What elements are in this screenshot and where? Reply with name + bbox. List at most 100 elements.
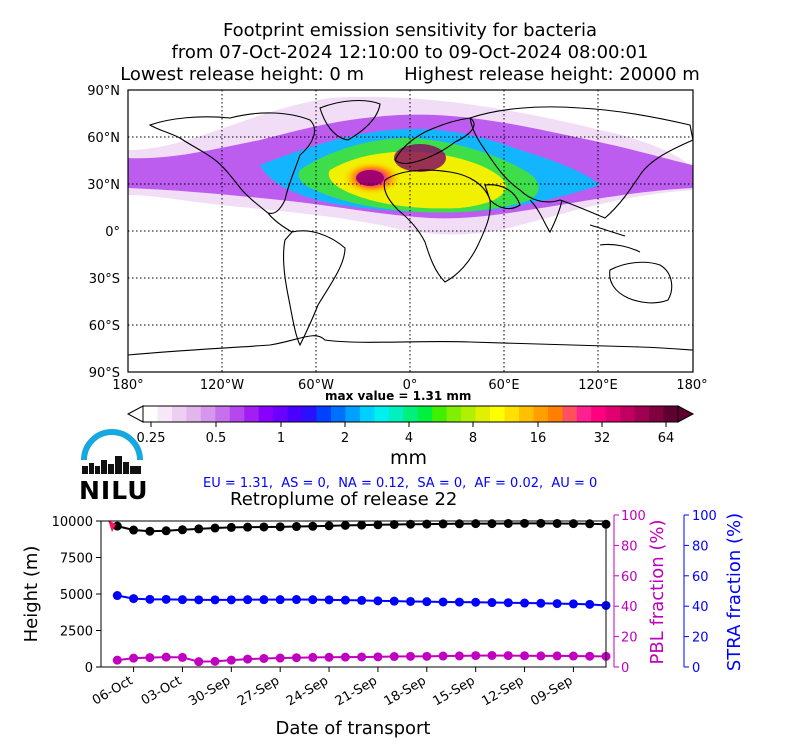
series-point bbox=[454, 519, 464, 529]
series-point bbox=[389, 520, 399, 530]
height-axis: 0 2500 5000 7500 10000 bbox=[52, 515, 101, 676]
chart-title: Retroplume of release 22 bbox=[230, 489, 458, 510]
series-point bbox=[373, 520, 383, 530]
series-point bbox=[308, 652, 318, 662]
series-point bbox=[520, 518, 530, 528]
lon-label: 180° bbox=[112, 378, 143, 393]
series-point bbox=[552, 651, 562, 661]
series-point bbox=[275, 522, 285, 532]
colorbar-cell bbox=[547, 406, 563, 422]
x-tick-label: 18-Sep bbox=[382, 673, 429, 709]
colorbar-cell bbox=[359, 406, 375, 422]
stra-axis: 0 20 40 60 80 100 bbox=[684, 509, 717, 676]
series-point bbox=[487, 519, 497, 529]
lon-label: 60°E bbox=[488, 378, 519, 393]
colorbar-tick-label: 4 bbox=[405, 431, 413, 446]
series-point bbox=[324, 595, 334, 605]
series-point bbox=[161, 594, 171, 604]
series-point bbox=[357, 652, 367, 662]
series-point bbox=[454, 597, 464, 607]
series-point bbox=[177, 595, 187, 605]
series-point bbox=[536, 651, 546, 661]
lon-label: 120°W bbox=[200, 378, 244, 393]
series-point bbox=[422, 519, 432, 529]
colorbar-cell bbox=[461, 406, 477, 422]
series-point bbox=[357, 595, 367, 605]
x-tick-label: 15-Sep bbox=[431, 673, 478, 709]
colorbar-cell bbox=[273, 406, 289, 422]
y-tick-label: 2500 bbox=[60, 625, 93, 640]
series-point bbox=[438, 519, 448, 529]
pbl-tick-label: 100 bbox=[621, 509, 646, 524]
colorbar-cell bbox=[490, 406, 505, 422]
series-point bbox=[291, 653, 301, 663]
map-grid bbox=[128, 90, 693, 372]
colorbar-tick-label: 0.5 bbox=[206, 431, 227, 446]
footprint-plume bbox=[128, 96, 693, 235]
lat-label: 30°N bbox=[87, 178, 120, 193]
series-point bbox=[145, 526, 155, 536]
series-point bbox=[422, 651, 432, 661]
series-point bbox=[226, 595, 236, 605]
colorbar-tick-label: 0.25 bbox=[137, 431, 166, 446]
series-point bbox=[194, 657, 204, 667]
pbl-axis: 0 20 40 60 80 100 bbox=[614, 509, 646, 676]
colorbar-cell bbox=[388, 406, 404, 422]
series-point bbox=[275, 653, 285, 663]
lat-label: 30°S bbox=[89, 272, 120, 287]
colorbar-cell bbox=[244, 406, 260, 422]
series-point bbox=[422, 597, 432, 607]
colorbar-cell bbox=[330, 406, 346, 422]
colorbar-cell bbox=[576, 406, 592, 422]
x-tick-label: 09-Sep bbox=[528, 673, 575, 709]
colorbar-tick-label: 1 bbox=[277, 431, 285, 446]
series-point bbox=[194, 595, 204, 605]
colorbar-cell bbox=[374, 406, 390, 422]
series-point bbox=[324, 652, 334, 662]
y-tick-label: 0 bbox=[85, 661, 93, 676]
colorbar-cell bbox=[533, 406, 549, 422]
stra-axis-title: STRA fraction (%) bbox=[724, 513, 745, 671]
series-point bbox=[210, 656, 220, 666]
series-point bbox=[520, 598, 530, 608]
series-point bbox=[308, 595, 318, 605]
series-point bbox=[259, 653, 269, 663]
series-point bbox=[503, 518, 513, 528]
series-point bbox=[406, 651, 416, 661]
max-value-label: max value = 1.31 mm bbox=[325, 389, 472, 403]
lat-label: 90°N bbox=[87, 84, 120, 99]
lon-labels: 180° 120°W 60°W 0° 60°E 120°E 180° bbox=[112, 378, 707, 393]
lat-label: 60°S bbox=[89, 319, 120, 334]
stra-tick-label: 40 bbox=[692, 600, 709, 615]
colorbar-cell bbox=[504, 406, 520, 422]
world-map: 90°N 60°N 30°N 0° 30°S 60°S 90°S 180° 12… bbox=[87, 84, 707, 393]
series-point bbox=[226, 522, 236, 532]
y-tick-label: 7500 bbox=[60, 552, 93, 567]
colorbar-cell bbox=[186, 406, 202, 422]
series-point bbox=[340, 595, 350, 605]
series-point bbox=[129, 525, 139, 535]
series-point bbox=[112, 655, 122, 665]
series-point bbox=[389, 596, 399, 606]
series-point bbox=[373, 596, 383, 606]
nilu-logo-text: NILU bbox=[79, 476, 149, 505]
series-point bbox=[291, 522, 301, 532]
colorbar-cell bbox=[591, 406, 607, 422]
title-line-1: Footprint emission sensitivity for bacte… bbox=[222, 20, 598, 41]
colorbar-cell bbox=[258, 406, 274, 422]
series-point bbox=[112, 591, 122, 601]
series-point bbox=[145, 594, 155, 604]
colorbar-cell bbox=[562, 406, 578, 422]
release-marker bbox=[108, 520, 117, 533]
pbl-tick-label: 20 bbox=[621, 631, 638, 646]
series-point bbox=[389, 652, 399, 662]
series-point bbox=[243, 522, 253, 532]
x-tick-label: 21-Sep bbox=[333, 673, 380, 709]
colorbar-cells bbox=[143, 406, 679, 422]
series-point bbox=[406, 519, 416, 529]
series-point bbox=[145, 653, 155, 663]
title-line-3: Lowest release height: 0 m Highest relea… bbox=[120, 64, 700, 85]
series-point bbox=[259, 595, 269, 605]
pbl-axis-title: PBL fraction (%) bbox=[647, 520, 668, 665]
